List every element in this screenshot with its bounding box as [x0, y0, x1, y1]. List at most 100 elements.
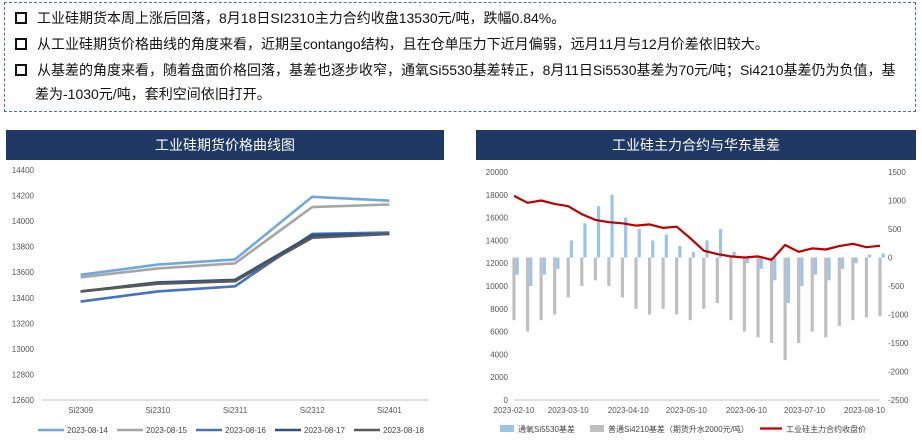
- left-y-tick-label: 18000: [486, 191, 509, 200]
- si4210-basis-bar: [851, 257, 855, 321]
- si4210-basis-bar: [607, 257, 611, 286]
- si4210-basis-bar: [688, 257, 692, 321]
- bullet-square-icon: [15, 12, 27, 25]
- left-y-tick-label: 2000: [490, 373, 508, 382]
- si5530-basis-bar: [868, 254, 872, 258]
- si4210-basis-bar: [756, 257, 760, 338]
- si4210-basis-bar: [824, 257, 828, 338]
- si5530-basis-bar: [813, 257, 818, 275]
- note-4-text: 差为-1030元/吨，套利空间依旧打开。: [35, 86, 271, 102]
- note-3-text: 从基差的角度来看，随着盘面价格回落，基差也逐步收窄，通氧Si5530基差转正，8…: [37, 62, 896, 78]
- left-y-tick-label: 4000: [490, 350, 508, 359]
- x-tick-label: 2023-04-10: [608, 406, 649, 415]
- si5530-basis-bar: [827, 257, 831, 281]
- si4210-basis-bar: [769, 257, 774, 343]
- si5530-basis-bar: [624, 217, 628, 258]
- x-tick-label: Si2312: [300, 406, 325, 415]
- legend-label: 工业硅主力合约收盘价: [786, 424, 866, 434]
- si5530-basis-bar: [746, 257, 750, 264]
- right-y-tick-label: 1500: [888, 168, 906, 177]
- y-tick-label: 13600: [12, 268, 35, 277]
- note-3: 从基差的角度来看，随着盘面价格回落，基差也逐步收窄，通氧Si5530基差转正，8…: [15, 59, 896, 81]
- si5530-basis-bar: [637, 229, 641, 258]
- si4210-basis-bar: [715, 257, 719, 304]
- right-y-tick-label: 500: [888, 225, 902, 234]
- basis-chart: 0200040006000800010000120001400016000180…: [486, 168, 909, 434]
- x-tick-label: Si2310: [145, 406, 170, 415]
- y-tick-label: 13000: [12, 345, 35, 354]
- si4210-basis-bar: [525, 257, 530, 332]
- x-tick-label: 2023-06-10: [726, 406, 767, 415]
- y-tick-label: 13400: [12, 294, 35, 303]
- si5530-basis-bar: [705, 240, 709, 258]
- legend-label: 2023-08-17: [304, 426, 345, 435]
- note-1: 工业硅期货本周上涨后回落，8月18日SI2310主力合约收盘13530元/吨，跌…: [15, 7, 565, 29]
- left-y-tick-label: 10000: [486, 282, 509, 291]
- si5530-basis-bar: [515, 257, 519, 275]
- right-y-tick-label: -2500: [888, 396, 909, 405]
- si5530-basis-bar: [732, 251, 736, 258]
- si4210-basis-bar: [661, 257, 665, 309]
- legend-label: 2023-08-14: [67, 426, 108, 435]
- series-line: [80, 195, 390, 277]
- si5530-basis-bar: [786, 257, 790, 304]
- si5530-basis-bar: [678, 246, 682, 258]
- right-y-tick-label: 0: [888, 254, 893, 263]
- x-tick-label: 2023-02-10: [494, 406, 535, 415]
- legend-swatch: [500, 425, 514, 432]
- si5530-basis-bar: [610, 194, 614, 258]
- bullet-square-icon: [15, 38, 27, 51]
- si4210-basis-bar: [620, 257, 625, 298]
- main-contract-price-line: [513, 194, 881, 261]
- si4210-basis-bar: [742, 257, 747, 332]
- si4210-basis-bar: [580, 257, 584, 286]
- note-2: 从工业硅期货价格曲线的角度来看，近期呈contango结构，且在仓单压力下近月偏…: [15, 33, 769, 55]
- right-y-tick-label: -1500: [888, 339, 909, 348]
- si5530-basis-bar: [664, 234, 668, 258]
- y-tick-label: 14200: [12, 192, 35, 201]
- right-y-tick-label: -500: [888, 282, 905, 291]
- left-y-tick-label: 14000: [486, 236, 509, 245]
- left-y-tick-label: 6000: [490, 328, 508, 337]
- right-y-tick-label: -2000: [888, 368, 909, 377]
- si5530-basis-bar: [542, 257, 546, 275]
- y-tick-label: 14400: [12, 166, 35, 175]
- left-y-tick-label: 0: [504, 396, 509, 405]
- note-2-text: 从工业硅期货价格曲线的角度来看，近期呈contango结构，且在仓单压力下近月偏…: [37, 36, 769, 52]
- legend-label: 普通Si4210基差（期货升水2000元/吨）: [608, 424, 749, 434]
- si5530-basis-bar: [651, 240, 655, 258]
- si4210-basis-bar: [864, 257, 869, 318]
- left-chart-title: 工业硅期货价格曲线图: [6, 130, 444, 160]
- si4210-basis-bar: [553, 257, 557, 315]
- right-chart-title: 工业硅主力合约与华东基差: [476, 130, 916, 160]
- si4210-basis-bar: [878, 257, 882, 317]
- si5530-basis-bar: [854, 257, 858, 264]
- si4210-basis-bar: [566, 257, 570, 298]
- series-line: [80, 232, 390, 293]
- y-tick-label: 13800: [12, 243, 35, 252]
- note-3-continuation: 差为-1030元/吨，套利空间依旧打开。: [35, 83, 271, 105]
- si5530-basis-bar: [840, 257, 845, 269]
- legend-label: 2023-08-15: [146, 426, 187, 435]
- left-y-tick-label: 20000: [486, 168, 509, 177]
- y-tick-label: 12800: [12, 370, 35, 379]
- x-tick-label: 2023-03-10: [548, 406, 589, 415]
- si5530-basis-bar: [569, 240, 574, 258]
- si5530-basis-bar: [529, 257, 533, 286]
- si4210-basis-bar: [647, 257, 652, 315]
- right-y-tick-label: 1000: [888, 197, 906, 206]
- si5530-basis-bar: [691, 251, 696, 258]
- series-line: [80, 203, 390, 279]
- x-tick-label: 2023-05-10: [666, 406, 707, 415]
- x-tick-label: Si2401: [377, 406, 402, 415]
- left-y-tick-label: 16000: [486, 214, 509, 223]
- left-y-tick-label: 8000: [490, 305, 508, 314]
- commentary-box: 工业硅期货本周上涨后回落，8月18日SI2310主力合约收盘13530元/吨，跌…: [4, 2, 916, 112]
- si4210-basis-bar: [702, 257, 706, 309]
- si4210-basis-bar: [512, 257, 516, 321]
- x-tick-label: Si2309: [68, 406, 93, 415]
- si5530-basis-bar: [718, 229, 723, 258]
- x-tick-label: 2023-08-10: [844, 406, 885, 415]
- si5530-basis-bar: [583, 223, 587, 258]
- y-tick-label: 13200: [12, 319, 35, 328]
